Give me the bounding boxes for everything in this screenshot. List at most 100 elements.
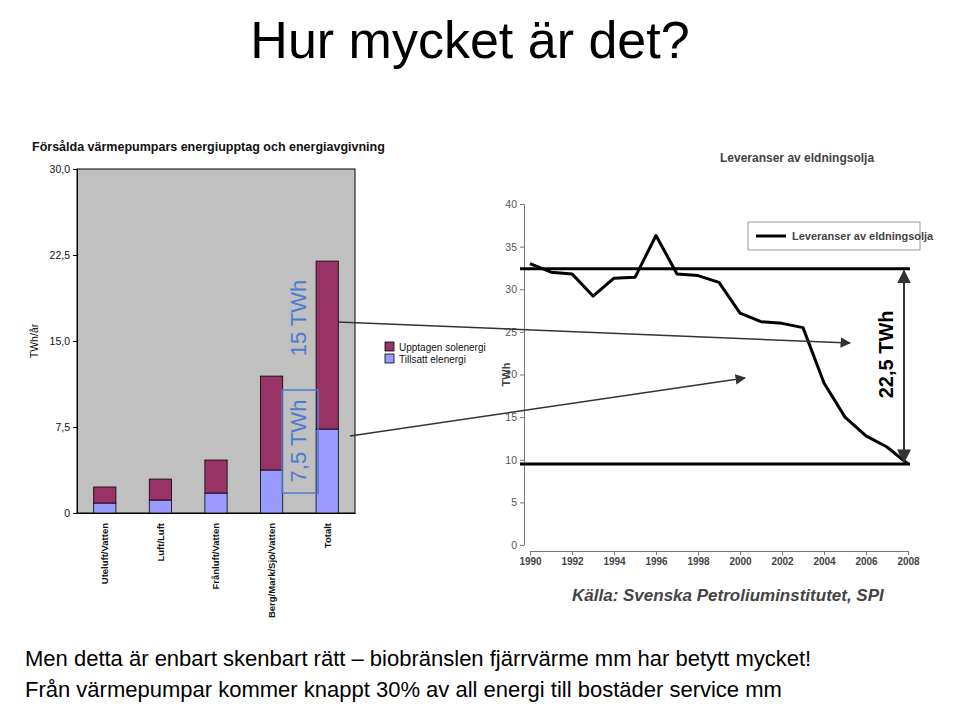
axis-line — [77, 170, 78, 514]
legend-swatch — [385, 354, 394, 363]
tick: 2008 — [897, 551, 920, 567]
connector-arrow — [338, 322, 850, 343]
annotation: 22,5 TWh — [875, 311, 897, 399]
legend: Leveranser av eldningsolja — [748, 222, 934, 250]
tick: 40 — [505, 198, 524, 210]
annotation: 15 TWh — [286, 280, 311, 357]
tick-label: 2002 — [771, 556, 794, 567]
tick-mark — [520, 545, 524, 546]
tick-label: 2004 — [813, 556, 836, 567]
tick: 0 — [64, 507, 77, 519]
tick-label: 2008 — [897, 556, 920, 567]
slide: Hur mycket är det? Men detta är enbart sk… — [0, 0, 960, 719]
tick-label: 1996 — [645, 556, 668, 567]
y-axis-label: TWh — [500, 362, 512, 386]
tick-mark — [782, 551, 783, 555]
bar-segment — [316, 261, 338, 429]
tick-label: Uteluft/Vatten — [99, 523, 110, 584]
legend-swatch — [756, 235, 786, 238]
tick-mark — [572, 551, 573, 555]
reference-line — [520, 463, 910, 466]
tick: 2002 — [771, 551, 794, 567]
tick: 2000 — [729, 551, 752, 567]
tick-label: Luft/Luft — [155, 522, 166, 561]
tick-label: 22,5 — [50, 249, 71, 261]
tick-mark — [73, 169, 77, 170]
axis-line — [531, 551, 909, 552]
tick-mark — [520, 460, 524, 461]
tick-label: 30,0 — [50, 163, 71, 175]
tick: 1992 — [561, 551, 584, 567]
tick-mark — [520, 204, 524, 205]
tick-mark — [698, 551, 699, 555]
tick-label: 10 — [505, 454, 517, 466]
tick: 30 — [505, 283, 524, 295]
tick-label: Totalt — [322, 522, 333, 548]
tick-mark — [656, 551, 657, 555]
tick-label: 0 — [64, 507, 70, 519]
legend-label: Leveranser av eldningsolja — [792, 230, 934, 242]
tick-mark — [520, 332, 524, 333]
footer-text: Men detta är enbart skenbart rätt – biob… — [25, 646, 811, 671]
tick-mark — [73, 427, 77, 428]
tick-label: 35 — [505, 240, 517, 252]
tick: Frånluft/Vatten — [210, 513, 221, 590]
tick-label: 1994 — [603, 556, 626, 567]
tick-mark — [520, 247, 524, 248]
tick-mark — [866, 551, 867, 555]
tick-mark — [908, 551, 909, 555]
bar-segment — [205, 493, 227, 513]
annotation: 7,5 TWh — [286, 400, 311, 483]
plot-area — [77, 169, 355, 513]
tick: 25 — [505, 326, 524, 338]
tick: 1990 — [519, 551, 542, 567]
tick-label: 1992 — [561, 556, 584, 567]
tick-label: 2000 — [729, 556, 752, 567]
tick-label: 1998 — [687, 556, 710, 567]
reference-line — [520, 267, 910, 270]
tick-mark — [520, 417, 524, 418]
tick-label: Berg/Mark/Sjö/Vatten — [266, 523, 277, 618]
legend: Upptagen solenergiTillsatt elenergi — [385, 342, 486, 365]
bar-segment — [205, 460, 227, 493]
tick: 7,5 — [55, 421, 77, 433]
tick-label: 0 — [511, 539, 517, 551]
footer-text: Från värmepumpar kommer knappt 30% av al… — [25, 677, 782, 702]
axis-line — [524, 205, 525, 546]
legend-label: Tillsatt elenergi — [399, 354, 466, 365]
bar-segment — [94, 503, 116, 513]
tick-mark — [824, 551, 825, 555]
x-axis: 1990 1992 1994 1996 1998 2000 2002 2004 2006 2008 — [519, 551, 920, 567]
tick-label: 25 — [505, 326, 517, 338]
tick-label: Frånluft/Vatten — [210, 523, 221, 590]
tick: 30,0 — [50, 163, 77, 175]
tick: 35 — [505, 240, 524, 252]
tick-label: 5 — [511, 496, 517, 508]
y-axis: 0 7,5 15,0 22,5 30,0 — [50, 163, 78, 519]
bar-segment — [316, 429, 338, 513]
tick-label: 1990 — [519, 556, 542, 567]
tick: 0 — [511, 539, 524, 551]
bar-chart: Försålda värmepumpars energiupptag och e… — [28, 140, 486, 618]
tick: Totalt — [322, 513, 333, 548]
bars — [94, 261, 339, 513]
source: Källa: Svenska Petroliuminstitutet, SPI — [572, 586, 885, 605]
tick: 1994 — [603, 551, 626, 567]
tick-label: 7,5 — [55, 421, 70, 433]
connector-arrow — [350, 378, 745, 436]
tick: 1996 — [645, 551, 668, 567]
tick: Berg/Mark/Sjö/Vatten — [266, 513, 277, 618]
y-axis-label: TWh/år — [28, 323, 40, 358]
tick: 1998 — [687, 551, 710, 567]
tick-mark — [520, 502, 524, 503]
bar-segment — [260, 470, 282, 513]
tick-mark — [614, 551, 615, 555]
annotation-box — [282, 390, 318, 493]
series-line — [530, 236, 908, 464]
tick-label: 2006 — [855, 556, 878, 567]
tick: 15,0 — [50, 335, 77, 347]
chart-title: Leveranser av eldningsolja — [720, 151, 874, 165]
bar-segment — [260, 376, 282, 470]
tick: 5 — [511, 496, 524, 508]
slide-title: Hur mycket är det? — [250, 11, 689, 69]
